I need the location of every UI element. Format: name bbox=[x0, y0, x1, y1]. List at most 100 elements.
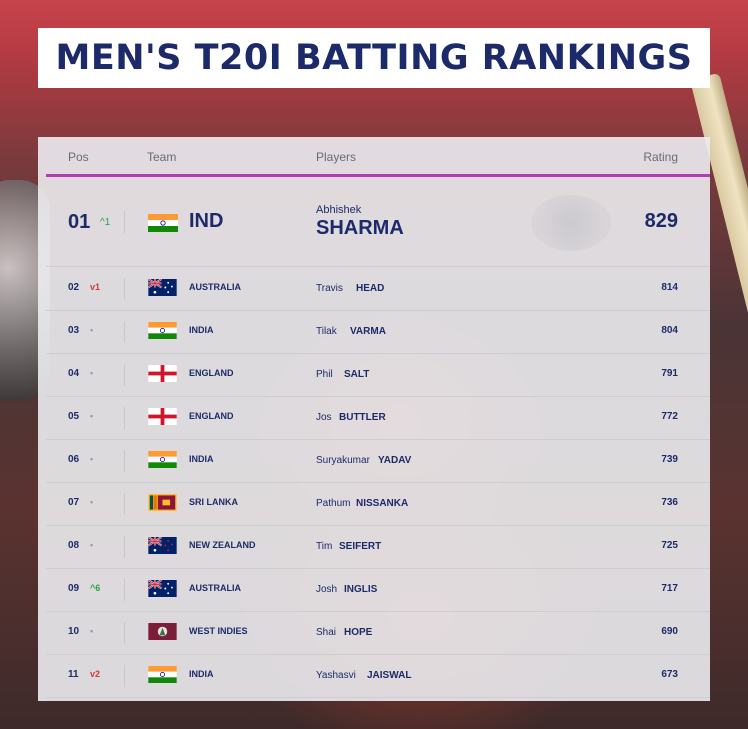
rank-position: 06 bbox=[68, 454, 80, 465]
player-last-name: SALT bbox=[344, 369, 370, 380]
top-ranked-row: 01 ^1 IND Abhishek SHARMA 829 bbox=[46, 177, 710, 267]
player-rating: 736 bbox=[661, 497, 678, 508]
player-first-name: Josh bbox=[316, 584, 338, 595]
rank-position: 09 bbox=[68, 583, 80, 594]
divider bbox=[124, 493, 125, 515]
player-rating: 804 bbox=[661, 325, 678, 336]
player-last-name: SHARMA bbox=[316, 217, 404, 239]
player-last-name: JAISWAL bbox=[367, 670, 412, 681]
rank-change: • bbox=[90, 626, 94, 636]
player-rating: 690 bbox=[661, 626, 678, 637]
player-first-name: Shai bbox=[316, 627, 337, 638]
player-rating: 814 bbox=[661, 282, 678, 293]
rank-position: 02 bbox=[68, 282, 80, 293]
india-flag-icon bbox=[148, 666, 177, 683]
rankings-table: Pos Team Players Rating 01 ^1 IND Abhish… bbox=[38, 137, 710, 701]
page-title: MEN'S T20I BATTING RANKINGS bbox=[55, 38, 693, 78]
table-row: 10 • WEST INDIES Shai HOPE 690 bbox=[46, 611, 710, 655]
player-last-name: HOPE bbox=[344, 627, 373, 638]
rank-position: 11 bbox=[68, 669, 79, 680]
table-row: 07 • SRI LANKA Pathum NISSANKA 736 bbox=[46, 482, 710, 526]
header-rating: Rating bbox=[643, 150, 678, 164]
header-divider bbox=[46, 174, 710, 177]
player-first-name: Suryakumar bbox=[316, 455, 370, 466]
title-banner: MEN'S T20I BATTING RANKINGS bbox=[38, 28, 710, 88]
rank-position: 05 bbox=[68, 411, 80, 422]
table-row: 06 • INDIA Suryakumar YADAV 739 bbox=[46, 439, 710, 483]
team-name: AUSTRALIA bbox=[189, 583, 241, 593]
divider bbox=[124, 407, 125, 429]
divider bbox=[124, 364, 125, 386]
player-rating: 717 bbox=[661, 583, 678, 594]
header-players: Players bbox=[316, 150, 357, 164]
player-last-name: HEAD bbox=[356, 283, 385, 294]
west-indies-flag-icon bbox=[148, 623, 177, 640]
india-flag-icon bbox=[148, 451, 177, 468]
player-first-name: Tim bbox=[316, 541, 333, 552]
divider bbox=[124, 211, 125, 233]
table-header: Pos Team Players Rating bbox=[38, 137, 710, 175]
australia-flag-icon bbox=[148, 279, 177, 296]
team-name: SRI LANKA bbox=[189, 497, 238, 507]
rank-position: 07 bbox=[68, 497, 80, 508]
team-name: ENGLAND bbox=[189, 368, 234, 378]
divider bbox=[124, 536, 125, 558]
table-row: 04 • ENGLAND Phil SALT 791 bbox=[46, 353, 710, 397]
rank-position: 10 bbox=[68, 626, 80, 637]
divider bbox=[124, 665, 125, 687]
rank-position: 08 bbox=[68, 540, 80, 551]
rank-change: ^1 bbox=[100, 217, 111, 228]
divider bbox=[124, 450, 125, 472]
player-rating: 772 bbox=[661, 411, 678, 422]
team-name: ENGLAND bbox=[189, 411, 234, 421]
player-last-name: NISSANKA bbox=[356, 498, 409, 509]
team-name: INDIA bbox=[189, 325, 214, 335]
player-last-name: VARMA bbox=[350, 326, 386, 337]
player-first-name: Phil bbox=[316, 369, 333, 380]
team-name: AUSTRALIA bbox=[189, 282, 241, 292]
rank-change: • bbox=[90, 368, 94, 378]
divider bbox=[124, 278, 125, 300]
player-last-name: BUTTLER bbox=[339, 412, 386, 423]
sri-lanka-flag-icon bbox=[148, 494, 177, 511]
player-last-name: YADAV bbox=[378, 455, 412, 466]
rank-position: 01 bbox=[68, 211, 91, 233]
team-name: WEST INDIES bbox=[189, 626, 248, 636]
table-row: 02 v1 AUSTRALIA Travis HEAD 814 bbox=[46, 267, 710, 311]
table-row: 03 • INDIA Tilak VARMA 804 bbox=[46, 310, 710, 354]
india-flag-icon bbox=[148, 322, 177, 339]
divider bbox=[124, 321, 125, 343]
player-rating: 673 bbox=[661, 669, 678, 680]
rank-change: ^6 bbox=[90, 583, 101, 593]
player-rating: 829 bbox=[644, 210, 678, 232]
header-pos: Pos bbox=[68, 150, 89, 164]
table-row: 11 v2 INDIA Yashasvi JAISWAL 673 bbox=[46, 654, 710, 698]
player-first-name: Tilak bbox=[316, 326, 337, 337]
player-first-name: Pathum bbox=[316, 498, 351, 509]
player-first-name: Travis bbox=[316, 283, 343, 294]
player-first-name: Jos bbox=[316, 412, 332, 423]
australia-flag-icon bbox=[148, 580, 177, 597]
team-name: INDIA bbox=[189, 669, 214, 679]
india-flag-icon bbox=[148, 214, 178, 232]
rank-position: 03 bbox=[68, 325, 80, 336]
player-first-name: Abhishek bbox=[316, 204, 362, 216]
player-rating: 739 bbox=[661, 454, 678, 465]
team-name: INDIA bbox=[189, 454, 214, 464]
table-row: 09 ^6 AUSTRALIA Josh INGLIS 717 bbox=[46, 568, 710, 612]
player-rating: 791 bbox=[661, 368, 678, 379]
england-flag-icon bbox=[148, 408, 177, 425]
team-name: IND bbox=[189, 210, 224, 232]
rank-change: • bbox=[90, 497, 94, 507]
table-row: 05 • ENGLAND Jos BUTTLER 772 bbox=[46, 396, 710, 440]
icc-logo-watermark bbox=[531, 195, 611, 251]
player-last-name: SEIFERT bbox=[339, 541, 382, 552]
rank-change: • bbox=[90, 454, 94, 464]
player-rating: 725 bbox=[661, 540, 678, 551]
header-team: Team bbox=[147, 150, 177, 164]
divider bbox=[124, 622, 125, 644]
rank-change: v1 bbox=[90, 282, 101, 292]
rank-change: • bbox=[90, 540, 94, 550]
team-name: NEW ZEALAND bbox=[189, 540, 256, 550]
player-last-name: INGLIS bbox=[344, 584, 378, 595]
